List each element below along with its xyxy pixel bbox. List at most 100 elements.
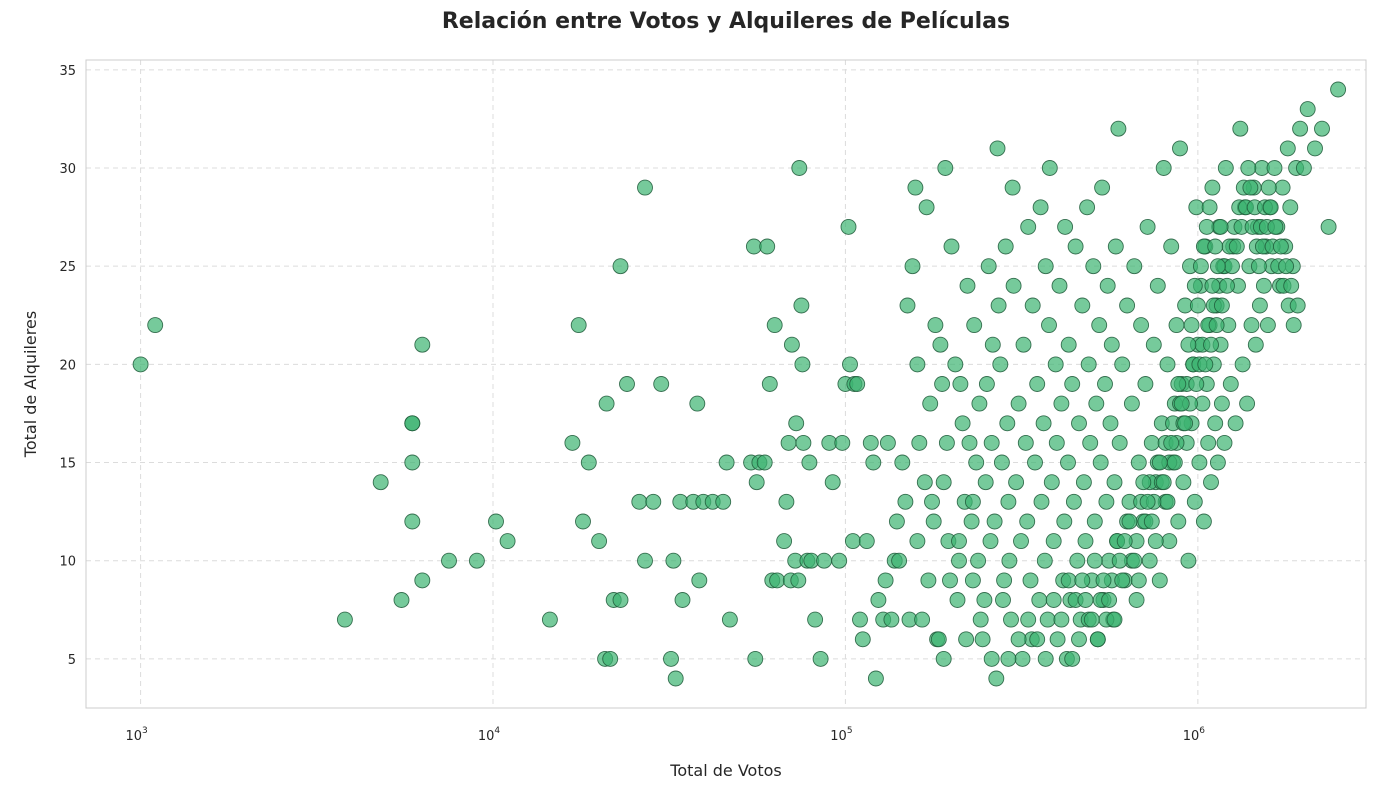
scatter-point <box>414 336 431 353</box>
y-tick-label: 15 <box>59 457 76 472</box>
x-tick-label: 106 <box>1183 726 1206 744</box>
scatter-point <box>1283 277 1300 294</box>
y-tick-label: 30 <box>59 162 76 177</box>
scatter-point <box>930 631 947 648</box>
scatter-point <box>1099 277 1116 294</box>
scatter-point <box>1307 140 1323 157</box>
scatter-point <box>783 336 800 353</box>
scatter-point <box>1126 258 1143 275</box>
scatter-point <box>982 533 999 550</box>
scatter-point <box>1000 493 1017 510</box>
scatter-point <box>951 552 967 569</box>
scatter-point <box>793 297 810 314</box>
scatter-point <box>631 493 648 510</box>
scatter-point <box>336 611 353 628</box>
scatter-point <box>932 336 949 353</box>
scatter-point <box>922 395 939 412</box>
scatter-point <box>1227 415 1244 432</box>
scatter-point <box>1019 513 1036 530</box>
scatter-point <box>1130 454 1147 471</box>
scatter-point <box>971 395 988 412</box>
scatter-point <box>1106 474 1123 491</box>
scatter-point <box>1260 179 1277 196</box>
scatter-point <box>1180 552 1197 569</box>
scatter-point <box>1139 218 1156 235</box>
scatter-point <box>1014 650 1031 667</box>
scatter-point <box>1106 611 1123 628</box>
scatter-point <box>1180 336 1197 353</box>
scatter-point <box>1217 160 1234 176</box>
scatter-point <box>834 434 851 451</box>
scatter-point <box>1274 179 1291 196</box>
x-tick-label: 104 <box>478 726 501 744</box>
scatter-point <box>1186 493 1203 510</box>
scatter-point <box>766 317 783 334</box>
scatter-point <box>1060 572 1077 589</box>
scatter-point <box>907 179 924 196</box>
scatter-point <box>1088 395 1105 412</box>
scatter-point <box>653 376 670 392</box>
scatter-point <box>1201 199 1218 216</box>
scatter-point <box>862 434 879 451</box>
scatter-point <box>1266 160 1283 176</box>
scatter-point <box>1170 513 1187 530</box>
scatter-point <box>747 650 764 667</box>
chart-title: Relación entre Votos y Alquileres de Pel… <box>442 9 1010 34</box>
scatter-point <box>1041 160 1058 176</box>
scatter-point <box>1143 513 1160 530</box>
scatter-point <box>665 552 682 569</box>
scatter-point <box>1149 277 1166 294</box>
scatter-point <box>1017 434 1034 451</box>
scatter-point <box>865 454 882 471</box>
scatter-point <box>1079 199 1096 216</box>
scatter-point <box>147 317 164 334</box>
scatter-point <box>780 434 797 451</box>
scatter-point <box>1278 258 1295 275</box>
scatter-point <box>1161 533 1178 550</box>
scatter-point <box>888 513 905 530</box>
scatter-point <box>1285 317 1302 334</box>
scatter-point <box>575 513 591 530</box>
scatter-point <box>1071 415 1087 432</box>
scatter-point <box>904 258 921 275</box>
scatter-point <box>877 572 894 589</box>
scatter-point <box>1060 336 1077 353</box>
scatter-point <box>1250 258 1267 275</box>
scatter-point <box>1175 474 1192 491</box>
scatter-point <box>1051 277 1068 294</box>
scatter-point <box>1320 218 1337 235</box>
scatter-point <box>689 395 706 412</box>
scatter-point <box>132 356 149 373</box>
scatter-point <box>1216 434 1233 451</box>
scatter-point <box>488 513 504 530</box>
scatter-point <box>1077 533 1094 550</box>
scatter-point <box>1272 238 1289 255</box>
scatter-point <box>1015 336 1032 353</box>
scatter-point <box>801 454 818 471</box>
scatter-point <box>1098 493 1115 510</box>
scatter-point <box>1110 120 1127 137</box>
scatter-point <box>1004 179 1021 196</box>
scatter-point <box>612 592 629 608</box>
scatter-point <box>761 376 778 392</box>
scatter-point <box>870 592 887 608</box>
scatter-point <box>1188 376 1205 392</box>
scatter-point <box>1135 474 1152 491</box>
scatter-point <box>988 670 1005 687</box>
scatter-point <box>840 218 857 235</box>
scatter-point <box>909 533 926 550</box>
scatter-point <box>891 552 908 569</box>
scatter-point <box>564 434 581 451</box>
scatter-point <box>924 493 940 510</box>
scatter-point <box>1143 434 1160 451</box>
scatter-point <box>1204 277 1221 294</box>
scatter-point <box>947 356 964 373</box>
scatter-point <box>691 572 708 589</box>
y-axis-label: Total de Alquileres <box>21 311 40 458</box>
scatter-point <box>990 297 1007 314</box>
scatter-point <box>637 552 653 569</box>
scatter-point <box>778 493 795 510</box>
scatter-point <box>1074 297 1091 314</box>
scatter-point <box>909 356 926 373</box>
scatter-point <box>769 572 786 589</box>
